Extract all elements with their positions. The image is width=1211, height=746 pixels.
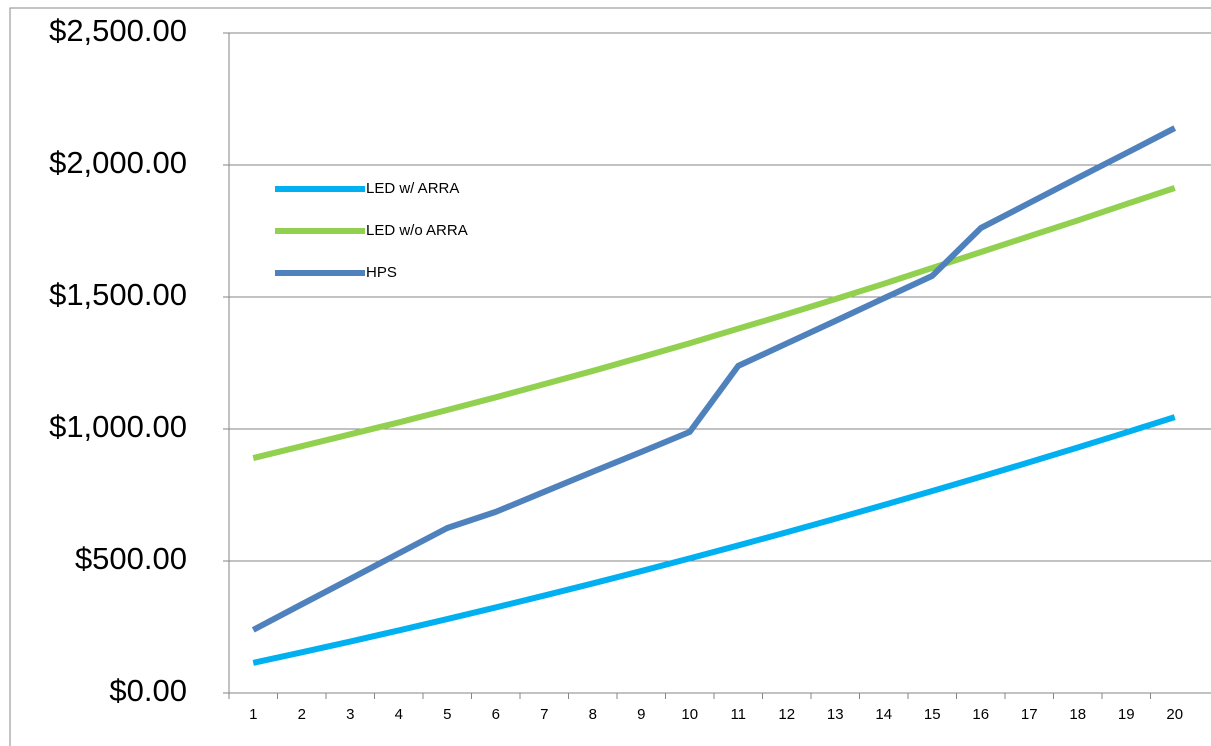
x-tick-label: 4 [395,706,403,723]
y-tick-label: $2,000.00 [49,145,187,180]
x-tick-label: 11 [730,706,746,723]
x-tick-label: 6 [492,706,500,723]
x-tick-label: 16 [972,706,989,723]
x-tick-label: 17 [1021,706,1038,723]
x-tick-label: 14 [875,706,892,723]
legend-label: LED w/o ARRA [366,222,468,239]
x-tick-label: 3 [346,706,354,723]
x-tick-label: 2 [298,706,306,723]
x-tick-label: 20 [1166,706,1183,723]
y-tick-label: $2,500.00 [49,13,187,48]
y-tick-label: $1,000.00 [49,409,187,444]
x-tick-label: 7 [540,706,548,723]
x-tick-label: 18 [1069,706,1086,723]
x-tick-label: 19 [1118,706,1135,723]
legend-label: HPS [366,264,397,281]
x-tick-label: 9 [637,706,645,723]
series-line [252,185,1176,461]
chart-border [9,7,1211,746]
x-tick-label: 10 [681,706,698,723]
series-line [251,125,1177,633]
x-tick-label: 1 [249,706,257,723]
y-tick-label: $1,500.00 [49,277,187,312]
x-tick-label: 5 [443,706,451,723]
series-line [252,414,1176,666]
x-tick-label: 12 [778,706,795,723]
x-tick-label: 15 [924,706,941,723]
legend-label: LED w/ ARRA [366,180,459,197]
y-tick-label: $0.00 [109,673,187,708]
y-tick-label: $500.00 [75,541,187,576]
x-tick-label: 13 [827,706,844,723]
x-tick-label: 8 [589,706,597,723]
